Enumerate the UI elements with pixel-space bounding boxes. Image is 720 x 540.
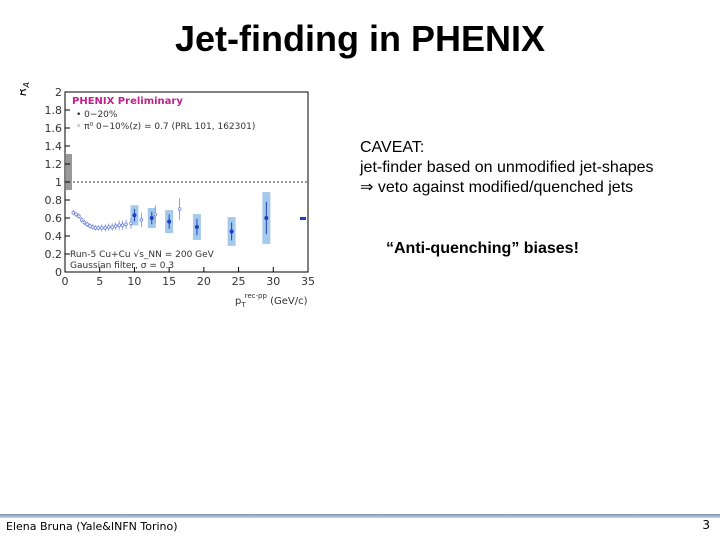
y-tick-label: 0.4 (45, 230, 63, 243)
x-tick-label: 10 (127, 275, 141, 288)
data-point-jet (264, 216, 269, 220)
x-tick-label: 20 (197, 275, 211, 288)
data-point-pi0 (110, 225, 115, 229)
y-tick-label: 0.6 (45, 212, 63, 225)
caveat-line-2: jet-finder based on unmodified jet-shape… (360, 159, 654, 176)
legend-entry-pi0: ◦ π⁰ 0−10%(z) = 0.7 (PRL 101, 162301) (76, 122, 255, 132)
y-tick-label: 1.6 (45, 122, 63, 135)
caveat-line-3: ⇒ veto against modified/quenched jets (360, 179, 634, 196)
data-point-pi0 (139, 218, 144, 222)
x-tick-label: 35 (301, 275, 315, 288)
y-tick-label: 1.8 (45, 104, 63, 117)
data-point-jet (132, 213, 137, 218)
data-point-pi0 (129, 221, 133, 226)
x-tick-label: 25 (232, 275, 246, 288)
page-number: 3 (702, 518, 710, 532)
y-tick-label: 0 (55, 266, 62, 279)
y-tick-label: 2 (55, 86, 62, 99)
data-point-pi0 (124, 222, 128, 227)
x-tick-label: 5 (96, 275, 103, 288)
y-axis-label: RAA (20, 82, 31, 96)
data-point-jet (149, 216, 154, 220)
data-point-pi0 (113, 224, 118, 228)
x-tick-label: 0 (62, 275, 69, 288)
data-point-pi0 (96, 226, 101, 230)
data-point-pi0 (82, 220, 87, 225)
annotation-run: Run-5 Cu+Cu √s_NN = 200 GeV (70, 249, 215, 260)
data-point-pi0 (120, 223, 125, 228)
anti-quenching-text: “Anti-quenching” biases! (386, 240, 579, 257)
data-point-pi0 (103, 226, 108, 230)
data-point-pi0 (85, 222, 90, 227)
preliminary-label: PHENIX Preliminary (72, 96, 183, 107)
caveat-line-1: CAVEAT: (360, 139, 425, 156)
data-point-pi0 (71, 210, 76, 215)
y-tick-label: 0.2 (45, 248, 63, 261)
data-point-pi0 (74, 212, 78, 217)
y-tick-label: 1 (55, 176, 62, 189)
data-point-pi0 (99, 226, 104, 230)
x-tick-label: 15 (162, 275, 176, 288)
y-tick-label: 1.2 (45, 158, 63, 171)
raa-chart: 0 5 10 15 20 25 30 35 0 0.2 0.4 0.6 0.8 1 1.2 1.4 1.6 1.8… (20, 82, 316, 309)
data-point-pi0 (117, 223, 121, 228)
legend-entry-0-20: • 0−20% (76, 110, 118, 120)
slide-title: Jet-finding in PHENIX (174, 18, 545, 59)
data-point-pi0 (77, 214, 81, 219)
axis-ticks: 0 5 10 15 20 25 30 35 0 0.2 0.4 0.6 0.8 1 1.2 1.4 1.6 1.8… (45, 86, 316, 288)
data-points (71, 198, 269, 241)
y-tick-label: 0.8 (45, 194, 63, 207)
footer-divider (0, 514, 720, 518)
x-axis-label: pTrec-pp (GeV/c) (235, 292, 308, 309)
data-point-pi0 (106, 225, 111, 229)
data-point-jet (194, 225, 199, 229)
data-point-pi0 (79, 218, 84, 222)
normalization-uncertainty-box (66, 154, 72, 190)
x-tick-label: 30 (266, 275, 280, 288)
annotation-filter: Gaussian filter, σ = 0.3 (70, 261, 174, 271)
data-point-pi0 (177, 207, 182, 211)
data-point-jet (229, 229, 234, 234)
data-point-jet (167, 219, 172, 224)
y-tick-label: 1.4 (45, 140, 63, 153)
blue-marker (300, 217, 306, 220)
caveat-text: CAVEAT: jet-finder based on unmodified j… (360, 138, 654, 198)
data-point-pi0 (153, 212, 158, 217)
footer-author: Elena Bruna (Yale&INFN Torino) (6, 520, 178, 533)
